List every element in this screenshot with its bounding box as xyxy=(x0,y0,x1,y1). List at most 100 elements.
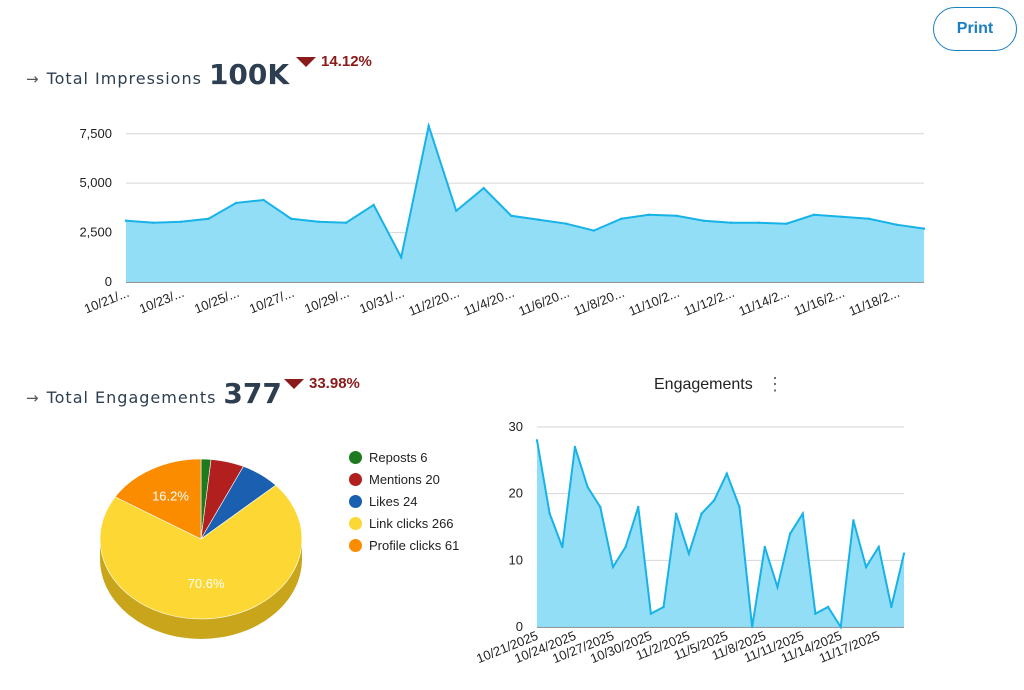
data-point xyxy=(852,519,855,522)
print-button[interactable]: Print xyxy=(933,7,1017,51)
data-point xyxy=(510,214,513,217)
data-point xyxy=(592,229,595,232)
series-area xyxy=(126,125,924,282)
data-point xyxy=(372,203,375,207)
engagements-title: Total Engagements xyxy=(46,388,217,407)
x-tick-label: 11/12/2... xyxy=(682,285,737,319)
series-line xyxy=(125,121,925,261)
data-point xyxy=(637,505,640,509)
more-options-icon[interactable]: ⋮ xyxy=(766,374,784,394)
x-tick-label: 10/23/... xyxy=(137,285,186,317)
series-area xyxy=(537,440,904,627)
data-point xyxy=(902,552,906,555)
x-tick-label: 10/21/... xyxy=(82,285,131,317)
data-point xyxy=(620,217,623,220)
data-point xyxy=(922,227,926,230)
data-point xyxy=(839,625,842,629)
pie-depth xyxy=(100,539,302,639)
data-point xyxy=(599,505,602,509)
data-point xyxy=(675,512,678,515)
data-point xyxy=(662,605,665,609)
triangle-down-icon xyxy=(296,56,316,67)
legend-label: Mentions 20 xyxy=(369,471,440,487)
data-point xyxy=(826,605,830,609)
data-point xyxy=(877,545,880,549)
y-tick-label: 0 xyxy=(105,274,112,289)
pie-slice-label: 16.2% xyxy=(152,489,189,504)
legend-label: Profile clicks 61 xyxy=(369,537,460,553)
data-point xyxy=(867,217,871,220)
data-point xyxy=(535,439,539,442)
engagements-value: 377 xyxy=(223,377,282,410)
legend-item: Mentions 20 xyxy=(349,468,459,490)
legend-item: Likes 24 xyxy=(349,490,459,512)
legend-item: Profile clicks 61 xyxy=(349,534,459,556)
pie-slice xyxy=(99,484,303,620)
data-point xyxy=(840,215,843,218)
data-point xyxy=(179,220,183,223)
x-tick-label: 10/29/... xyxy=(302,285,351,317)
series-line xyxy=(536,440,905,630)
x-tick-label: 11/14/2... xyxy=(737,285,792,319)
data-point xyxy=(611,565,615,569)
y-tick-label: 5,000 xyxy=(79,175,112,190)
data-point xyxy=(890,605,893,609)
pie-slice xyxy=(114,458,202,540)
data-point xyxy=(675,214,678,217)
impressions-title: Total Impressions xyxy=(46,69,202,88)
y-tick-label: 20 xyxy=(509,486,523,501)
data-point xyxy=(687,552,691,555)
x-tick-label: 11/2/20... xyxy=(406,285,461,319)
data-point xyxy=(763,545,766,549)
data-point xyxy=(565,222,568,225)
data-point xyxy=(730,221,733,224)
data-point xyxy=(427,124,430,128)
data-point xyxy=(814,612,817,615)
impressions-delta-value: 14.12% xyxy=(321,53,372,70)
data-point xyxy=(864,565,868,569)
x-tick-label: 11/10/2... xyxy=(626,285,681,319)
data-point xyxy=(344,221,348,224)
y-tick-label: 10 xyxy=(509,552,523,567)
data-point xyxy=(712,499,716,502)
data-point xyxy=(455,209,458,213)
data-point xyxy=(399,256,403,259)
data-point xyxy=(624,545,627,549)
x-tick-label: 11/4/20... xyxy=(461,285,516,319)
data-point xyxy=(738,505,741,509)
data-point xyxy=(750,625,754,629)
legend-swatch xyxy=(349,494,362,508)
legend-swatch xyxy=(349,450,362,464)
data-point xyxy=(548,512,551,515)
engagements-line-chart: 010203010/21/202510/24/202510/27/202510/… xyxy=(474,419,906,666)
legend-label: Link clicks 266 xyxy=(369,515,454,531)
legend-item: Link clicks 266 xyxy=(349,512,459,534)
data-point xyxy=(317,220,320,223)
data-point xyxy=(725,472,729,475)
engagements-chart-title: Engagements xyxy=(654,376,753,393)
data-point xyxy=(812,213,816,216)
data-point xyxy=(207,217,210,220)
pie-legend: Reposts 6 Mentions 20 Likes 24 Link clic… xyxy=(349,446,459,556)
data-point xyxy=(586,485,589,489)
data-point xyxy=(895,223,898,226)
impressions-header: → Total Impressions 100K xyxy=(26,58,289,91)
data-point xyxy=(647,213,651,216)
data-point xyxy=(757,221,761,224)
data-point xyxy=(776,585,779,589)
data-point xyxy=(561,545,564,549)
data-point xyxy=(234,201,238,205)
engagement-pie-chart: 70.6% 16.2% xyxy=(99,458,303,639)
engagements-delta: 33.98% xyxy=(284,375,360,392)
triangle-down-icon xyxy=(284,378,304,389)
impressions-value: 100K xyxy=(208,58,290,91)
legend-swatch xyxy=(349,516,362,530)
arrow-right-icon: → xyxy=(26,389,39,407)
data-point xyxy=(573,445,577,449)
data-point xyxy=(785,222,788,225)
data-point xyxy=(152,221,155,224)
impressions-chart: 0 2,500 5,000 7,500 10/21/... 10/23/... 10/25/… xyxy=(79,121,926,319)
legend-label: Reposts 6 xyxy=(369,449,428,465)
y-tick-label: 7,500 xyxy=(79,126,112,141)
x-tick-label: 10/27/... xyxy=(247,285,296,317)
